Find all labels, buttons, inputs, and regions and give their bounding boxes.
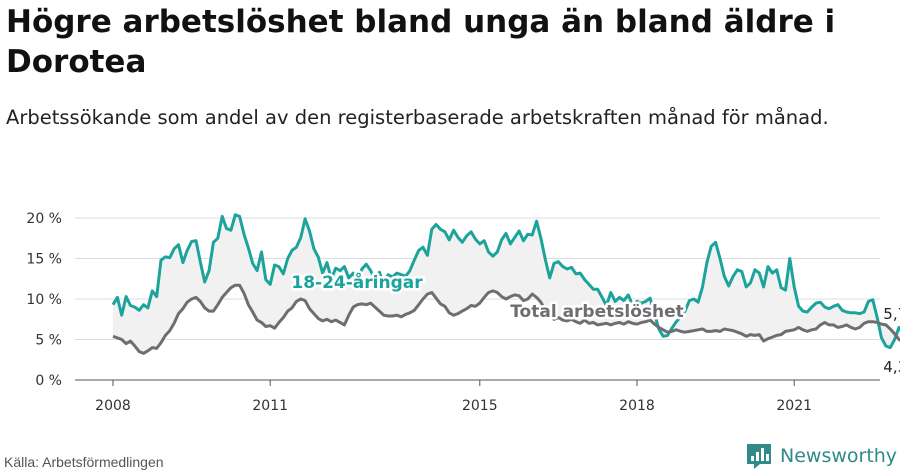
y-tick-label: 20 % [26, 211, 62, 227]
difference-band [113, 214, 900, 354]
chart-subtitle: Arbetssökande som andel av den registerb… [6, 106, 829, 129]
x-tick-label: 2015 [462, 398, 498, 414]
band-area [113, 214, 900, 354]
total-end-label: 4,3 % [883, 358, 900, 376]
x-tick-label: 2018 [619, 398, 655, 414]
brand-name: Newsworthy [780, 445, 898, 467]
newsworthy-logo[interactable]: Newsworthy [746, 442, 897, 470]
total-series-label: Total arbetslöshet [510, 302, 684, 322]
source-note: Källa: Arbetsförmedlingen [4, 454, 164, 470]
youth-series-label-halo: 18-24-åringar [291, 271, 423, 293]
axis-ticks: 0 % 5 % 10 % 15 % 20 % 2008 2011 2015 2018 2021 [26, 211, 812, 414]
newsworthy-logo-icon [747, 444, 771, 469]
x-tick-label: 2011 [252, 398, 288, 414]
x-tick-label: 2021 [776, 398, 812, 414]
youth-series-label: 18-24-åringar [291, 271, 423, 293]
y-tick-label: 15 % [26, 252, 62, 268]
total-series-label-halo: Total arbetslöshet [510, 302, 684, 322]
youth-line [111, 213, 900, 350]
chart-title: Högre arbetslöshet bland unga än bland ä… [6, 4, 836, 80]
total-line [112, 283, 900, 355]
series-labels: 5,7 %4,3 %18-24-åringar18-24-åringarTota… [289, 269, 900, 377]
youth-end-label: 5,7 % [883, 305, 900, 323]
x-tick-label: 2008 [95, 398, 131, 414]
y-tick-label: 5 % [35, 333, 62, 349]
series-lines [111, 213, 900, 355]
y-tick-label: 10 % [26, 292, 62, 308]
y-tick-label: 0 % [35, 373, 62, 389]
